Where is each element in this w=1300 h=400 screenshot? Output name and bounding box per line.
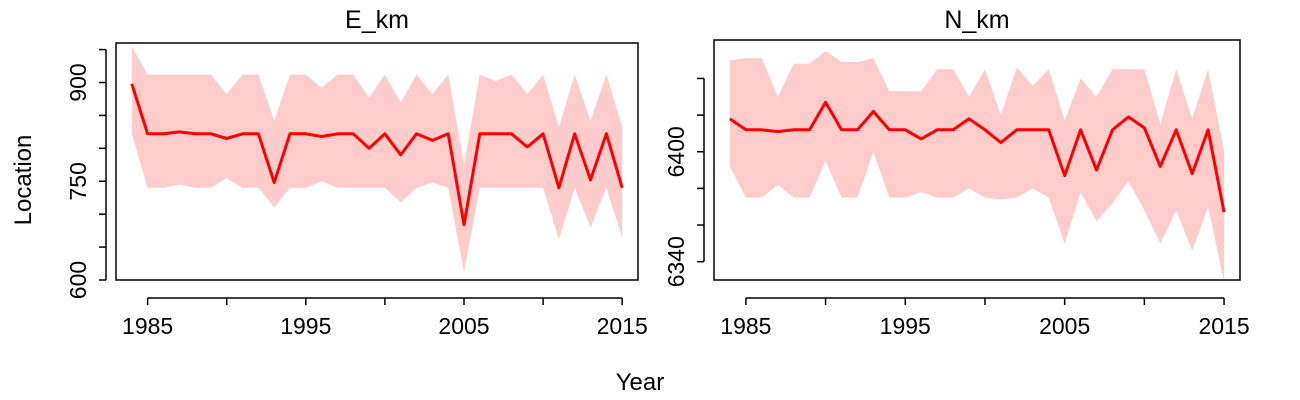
panel-title: E_km bbox=[345, 6, 409, 34]
y-axis-label: Location bbox=[10, 135, 37, 226]
x-tick-label: 1985 bbox=[720, 313, 771, 339]
x-tick-label: 1995 bbox=[280, 313, 331, 339]
x-tick-label: 2005 bbox=[438, 313, 489, 339]
plot-frame bbox=[115, 42, 639, 281]
panel-2: N_km 1985 1995 2005 2015 6340 6400 bbox=[663, 6, 1250, 339]
plot-frame bbox=[713, 39, 1241, 281]
x-tick-label: 2015 bbox=[597, 313, 648, 339]
y-tick-label: 750 bbox=[65, 162, 91, 200]
y-tick-label: 900 bbox=[65, 63, 91, 101]
x-tick-label: 2015 bbox=[1198, 313, 1249, 339]
x-axis-label: Year bbox=[616, 369, 665, 396]
x-tick-label: 1995 bbox=[880, 313, 931, 339]
x-tick-label: 2005 bbox=[1039, 313, 1090, 339]
x-tick-label: 1985 bbox=[122, 313, 173, 339]
y-tick-label: 600 bbox=[65, 261, 91, 299]
y-tick-label: 6400 bbox=[663, 126, 689, 177]
y-tick-label: 6340 bbox=[663, 236, 689, 287]
panel-title: N_km bbox=[944, 6, 1009, 34]
panel-1: E_km 1985 1995 2005 2015 600 750 900 bbox=[65, 6, 648, 339]
series-line bbox=[130, 83, 624, 227]
confidence-band bbox=[729, 51, 1225, 282]
confidence-band bbox=[131, 46, 623, 273]
series-line bbox=[729, 100, 1226, 213]
